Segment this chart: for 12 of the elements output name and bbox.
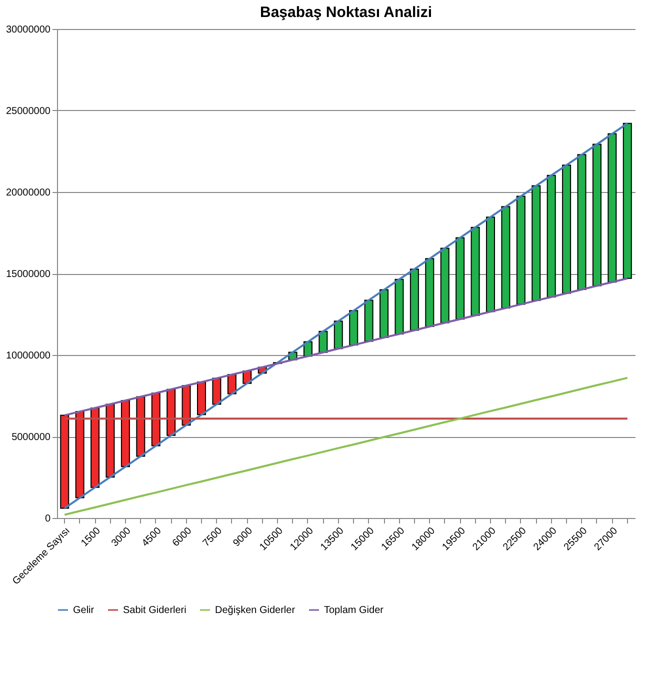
y-tick-label: 20000000	[6, 188, 51, 198]
y-tick-label: 30000000	[6, 24, 51, 36]
y-tick-label: 15000000	[6, 269, 51, 280]
legend-label: Değişken Giderler	[215, 605, 296, 616]
legend-label: Sabit Giderleri	[123, 605, 186, 616]
legend-label: Toplam Gider	[324, 605, 384, 616]
chart-title: Başabaş Noktası Analizi	[260, 4, 432, 21]
y-tick-label: 5000000	[12, 432, 51, 443]
y-tick-label: 0	[44, 514, 51, 524]
legend-label: Gelir	[73, 605, 95, 616]
y-tick-label: 10000000	[6, 350, 51, 362]
y-tick-label: 25000000	[6, 106, 51, 117]
